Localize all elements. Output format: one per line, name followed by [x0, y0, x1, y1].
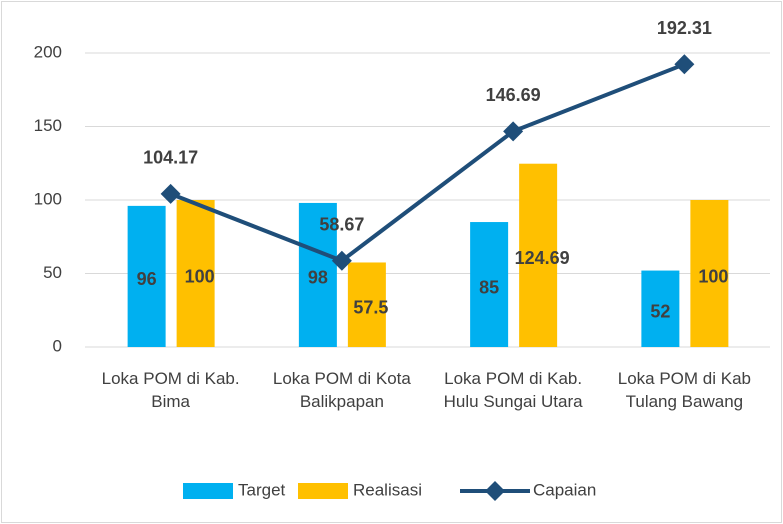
- data-label: 96: [137, 269, 157, 289]
- bar: [127, 205, 166, 347]
- y-tick-label: 200: [34, 42, 62, 61]
- data-label: 124.69: [515, 248, 570, 268]
- legend-swatch: [298, 483, 348, 499]
- data-label: 57.5: [353, 297, 388, 317]
- legend-label: Capaian: [533, 480, 596, 499]
- data-label: 85: [479, 277, 499, 297]
- bar: [470, 222, 509, 347]
- bar: [176, 200, 215, 347]
- bar: [347, 262, 386, 347]
- marker: [160, 183, 181, 204]
- legend-label: Target: [238, 480, 286, 499]
- y-tick-label: 100: [34, 189, 62, 208]
- data-label: 192.31: [657, 18, 712, 38]
- legend-label: Realisasi: [353, 480, 422, 499]
- x-tick-label: Loka POM di Kab. Bima: [101, 369, 240, 411]
- marker: [674, 54, 695, 75]
- data-label: 146.69: [486, 85, 541, 105]
- x-tick-label: Loka POM di Kota Balikpapan: [272, 369, 411, 411]
- y-tick-label: 150: [34, 116, 62, 135]
- data-label: 100: [698, 266, 728, 286]
- bar: [298, 202, 337, 347]
- data-label: 52: [650, 302, 670, 322]
- x-tick-label: Loka POM di Kab. Hulu Sungai Utara: [443, 369, 583, 411]
- legend-marker: [485, 481, 505, 501]
- y-tick-label: 0: [53, 336, 62, 355]
- data-label: 98: [308, 268, 328, 288]
- data-label: 100: [185, 266, 215, 286]
- data-label: 58.67: [319, 215, 364, 235]
- marker: [331, 250, 352, 271]
- y-tick-label: 50: [43, 263, 62, 282]
- x-tick-label: Loka POM di Kab Tulang Bawang: [617, 369, 751, 411]
- data-label: 104.17: [143, 148, 198, 168]
- bar: [641, 270, 680, 347]
- bar: [519, 163, 558, 347]
- line: [169, 62, 686, 264]
- legend-swatch: [183, 483, 233, 499]
- marker: [503, 121, 524, 142]
- bar: [690, 200, 729, 347]
